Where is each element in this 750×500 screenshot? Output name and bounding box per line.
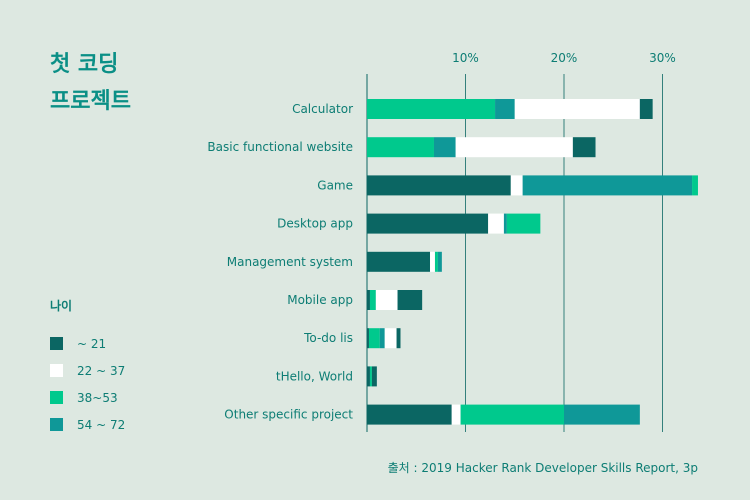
legend-label: 38~53	[77, 390, 118, 405]
legend-items: ~ 21 22 ~ 37 38~53 54 ~ 72	[50, 330, 125, 438]
x-tick-labels: 10% 20% 30%	[452, 51, 676, 65]
category-label: tHello, World	[276, 369, 353, 383]
bar-segment	[455, 137, 573, 158]
bar-segment	[375, 290, 398, 310]
bar-segment	[367, 137, 434, 158]
bar-segment	[488, 213, 504, 234]
legend-title: 나이	[50, 299, 73, 313]
bar-segment	[639, 99, 653, 119]
bar-segment	[367, 251, 431, 272]
bar-segment	[367, 366, 370, 387]
bar-segment	[495, 99, 515, 119]
bar-segment	[384, 328, 397, 349]
bar-segment	[433, 137, 456, 158]
bar-segment	[506, 213, 541, 234]
bar-segment	[379, 328, 385, 349]
bar-segment	[369, 366, 372, 387]
category-label: Desktop app	[277, 217, 353, 231]
bar-segment	[367, 290, 370, 310]
bar-segment	[434, 251, 438, 272]
bar-segment	[437, 251, 442, 272]
legend-label: 54 ~ 72	[77, 417, 126, 432]
legend-swatch	[50, 337, 63, 350]
bar-segment	[522, 175, 693, 196]
category-label: Mobile app	[287, 293, 353, 307]
bar-segment	[396, 328, 401, 349]
category-label: Other specific project	[224, 408, 353, 422]
bar-segment	[430, 251, 435, 272]
bar-segment	[397, 290, 423, 310]
category-label: Game	[317, 178, 353, 192]
bars	[367, 99, 698, 425]
bar-segment	[564, 404, 640, 425]
bar-segment	[367, 213, 489, 234]
x-tick-label-10: 10%	[452, 51, 479, 65]
bar-segment	[367, 99, 496, 119]
legend-item: 22 ~ 37	[50, 357, 125, 384]
bar-segment	[368, 328, 380, 349]
bar-segment	[510, 175, 523, 196]
legend-item: 54 ~ 72	[50, 411, 125, 438]
legend-label: ~ 21	[77, 336, 107, 351]
bar-segment	[369, 290, 376, 310]
x-tick-label-20: 20%	[551, 51, 578, 65]
legend-swatch	[50, 391, 63, 404]
bar-segment	[367, 175, 511, 196]
legend-swatch	[50, 364, 63, 377]
category-labels: Calculator Basic functional website Game De…	[207, 102, 353, 422]
bar-segment	[514, 99, 640, 119]
chart-title: 첫 코딩 프로젝트	[50, 46, 131, 120]
bar-segment	[692, 175, 698, 196]
bar-segment	[367, 328, 369, 349]
legend-swatch	[50, 418, 63, 431]
legend-item: ~ 21	[50, 330, 125, 357]
bar-segment	[451, 404, 461, 425]
x-tick-label-30: 30%	[649, 51, 676, 65]
category-label: Basic functional website	[207, 140, 353, 154]
bar-segment	[367, 404, 452, 425]
chart-title-line-1: 첫 코딩	[50, 52, 119, 77]
legend-item: 38~53	[50, 384, 125, 411]
legend-label: 22 ~ 37	[77, 363, 126, 378]
legend: 나이 ~ 21 22 ~ 37 38~53 54 ~ 72	[50, 297, 125, 438]
bar-segment	[503, 213, 507, 234]
category-label: Calculator	[292, 102, 353, 116]
category-label: To-do lis	[303, 331, 353, 345]
chart-title-line-2: 프로젝트	[50, 89, 131, 114]
category-label: Management system	[227, 255, 353, 269]
bar-segment	[572, 137, 596, 158]
bar-segment	[371, 366, 377, 387]
source-note: 출처 : 2019 Hacker Rank Developer Skills R…	[387, 461, 698, 475]
bar-segment	[460, 404, 564, 425]
